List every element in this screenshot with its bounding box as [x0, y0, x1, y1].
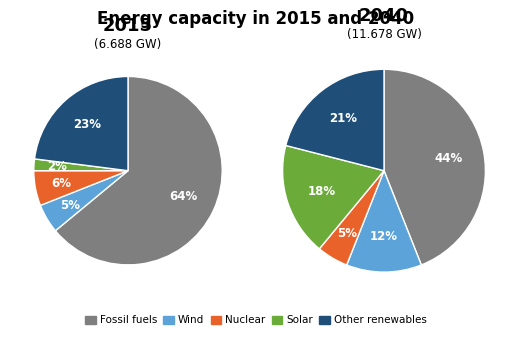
Text: 18%: 18%: [307, 185, 335, 197]
Wedge shape: [55, 76, 222, 265]
Wedge shape: [283, 145, 384, 249]
Text: 5%: 5%: [337, 227, 357, 240]
Text: 44%: 44%: [435, 152, 463, 165]
Text: 2%: 2%: [48, 160, 68, 173]
Wedge shape: [40, 171, 128, 231]
Wedge shape: [384, 69, 485, 265]
Wedge shape: [34, 159, 128, 171]
Wedge shape: [34, 76, 128, 171]
Text: 5%: 5%: [59, 199, 80, 212]
Title: 2040: 2040: [359, 7, 409, 25]
Text: (11.678 GW): (11.678 GW): [347, 28, 421, 41]
Text: 6%: 6%: [51, 177, 71, 190]
Text: (6.688 GW): (6.688 GW): [94, 38, 162, 51]
Text: 23%: 23%: [74, 118, 101, 131]
Wedge shape: [34, 171, 128, 206]
Wedge shape: [286, 69, 384, 171]
Text: 21%: 21%: [330, 112, 357, 125]
Title: 2015: 2015: [103, 17, 153, 35]
Legend: Fossil fuels, Wind, Nuclear, Solar, Other renewables: Fossil fuels, Wind, Nuclear, Solar, Othe…: [81, 311, 431, 330]
Wedge shape: [319, 171, 384, 265]
Text: 64%: 64%: [169, 190, 198, 203]
Wedge shape: [347, 171, 421, 272]
Text: Energy capacity in 2015 and 2040: Energy capacity in 2015 and 2040: [97, 10, 415, 28]
Text: 12%: 12%: [370, 230, 398, 243]
